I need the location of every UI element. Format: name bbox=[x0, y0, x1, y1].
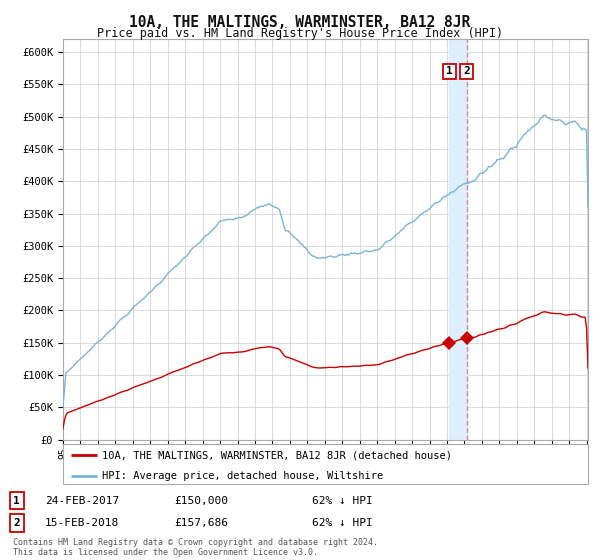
Text: 24-FEB-2017: 24-FEB-2017 bbox=[45, 496, 119, 506]
Text: 2: 2 bbox=[463, 67, 470, 77]
Text: £157,686: £157,686 bbox=[174, 518, 228, 528]
Text: 2: 2 bbox=[13, 518, 20, 528]
Text: 10A, THE MALTINGS, WARMINSTER, BA12 8JR: 10A, THE MALTINGS, WARMINSTER, BA12 8JR bbox=[130, 15, 470, 30]
Text: 1: 1 bbox=[13, 496, 20, 506]
Text: 10A, THE MALTINGS, WARMINSTER, BA12 8JR (detached house): 10A, THE MALTINGS, WARMINSTER, BA12 8JR … bbox=[103, 450, 452, 460]
Bar bbox=[449, 39, 467, 440]
Text: 62% ↓ HPI: 62% ↓ HPI bbox=[312, 496, 373, 506]
Text: HPI: Average price, detached house, Wiltshire: HPI: Average price, detached house, Wilt… bbox=[103, 470, 383, 480]
Text: Contains HM Land Registry data © Crown copyright and database right 2024.
This d: Contains HM Land Registry data © Crown c… bbox=[13, 538, 378, 557]
Text: £150,000: £150,000 bbox=[174, 496, 228, 506]
Text: 15-FEB-2018: 15-FEB-2018 bbox=[45, 518, 119, 528]
FancyBboxPatch shape bbox=[63, 444, 588, 484]
Text: Price paid vs. HM Land Registry's House Price Index (HPI): Price paid vs. HM Land Registry's House … bbox=[97, 27, 503, 40]
Text: 1: 1 bbox=[446, 67, 453, 77]
Text: 62% ↓ HPI: 62% ↓ HPI bbox=[312, 518, 373, 528]
